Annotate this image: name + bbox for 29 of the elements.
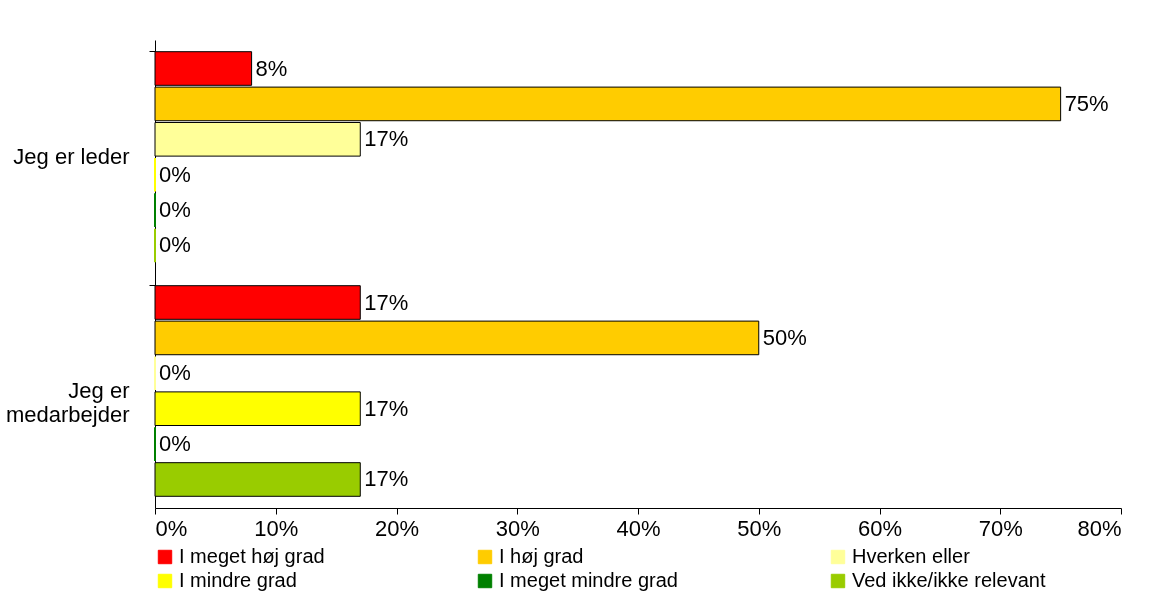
- data-label: 0%: [159, 161, 191, 187]
- y-tick-label: Jeg er medarbejder: [5, 378, 130, 427]
- data-label: 75%: [1064, 90, 1109, 116]
- x-tick-label: 20%: [374, 515, 420, 541]
- x-tick-label: 50%: [737, 515, 782, 541]
- y-tick-label: Jeg er leder: [13, 144, 130, 169]
- x-tick-label: 30%: [495, 515, 540, 541]
- legend-label: I mindre grad: [179, 569, 297, 591]
- x-tick-label: 0%: [155, 515, 188, 541]
- data-label: 50%: [762, 324, 807, 350]
- x-tick-label: 10%: [254, 515, 299, 541]
- legend-label: I meget mindre grad: [499, 569, 678, 591]
- x-tick-label: 80%: [1077, 515, 1122, 541]
- legend-label: Hverken eller: [852, 545, 971, 567]
- data-label: 0%: [159, 197, 191, 223]
- legend-label: I meget høj grad: [179, 545, 325, 567]
- data-label: 0%: [159, 232, 191, 258]
- data-label: 17%: [364, 395, 409, 421]
- data-label: 17%: [364, 289, 409, 315]
- data-label: 0%: [159, 360, 191, 386]
- data-label: 0%: [159, 431, 191, 457]
- data-label: 17%: [364, 466, 409, 492]
- data-label: 17%: [364, 126, 409, 152]
- x-tick-label: 70%: [978, 515, 1023, 541]
- data-label: 8%: [255, 55, 288, 81]
- legend-label: Ved ikke/ikke relevant: [852, 569, 1046, 591]
- x-tick-label: 60%: [857, 515, 903, 541]
- x-tick-label: 40%: [616, 515, 661, 541]
- legend-label: I høj grad: [499, 545, 584, 567]
